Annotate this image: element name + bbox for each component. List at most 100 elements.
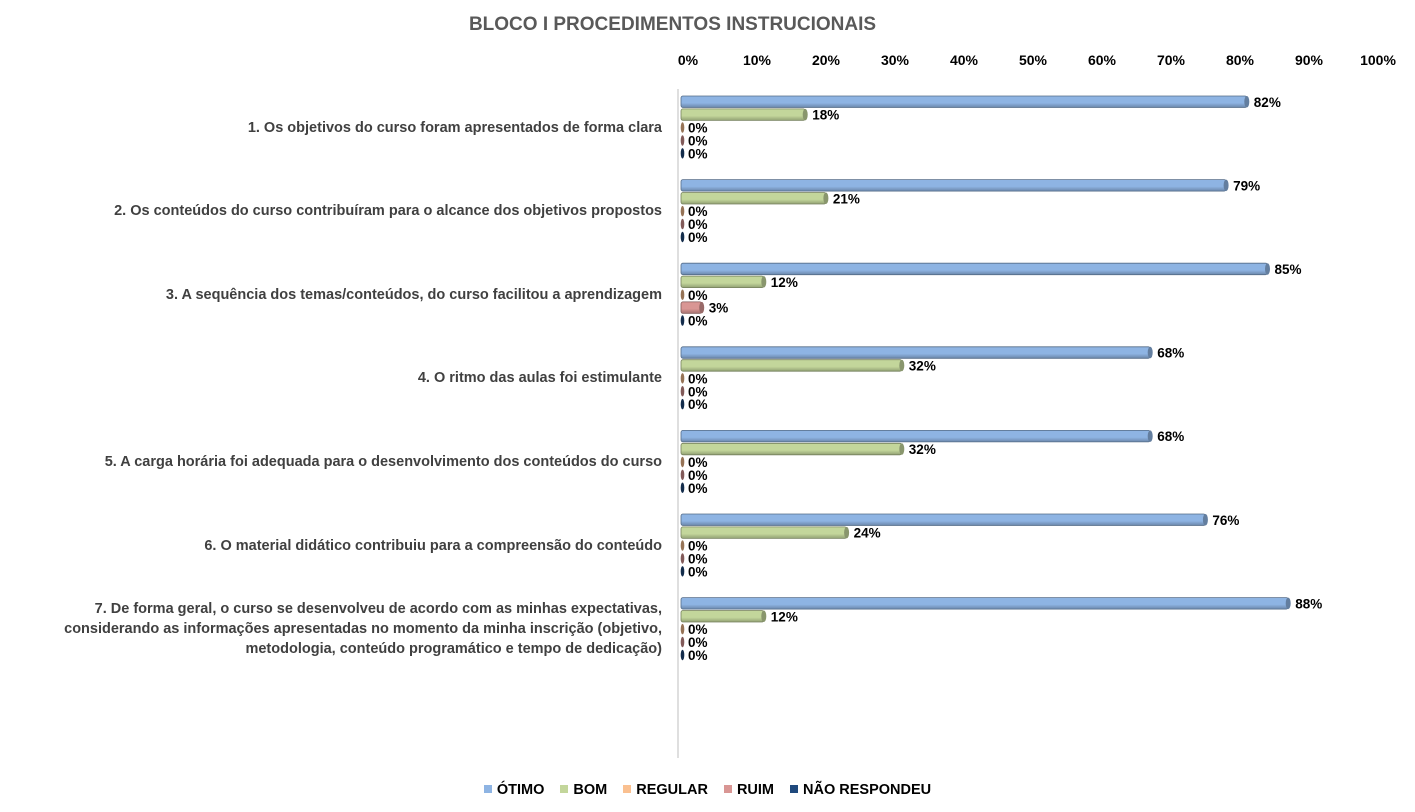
- bar-regular: [680, 205, 685, 217]
- data-label: 76%: [1212, 513, 1239, 528]
- bar-bom: [680, 610, 767, 623]
- category-label: 1. Os objetivos do curso foram apresenta…: [247, 119, 662, 136]
- data-label: 82%: [1254, 95, 1281, 110]
- chart-title: BLOCO I PROCEDIMENTOS INSTRUCIONAIS: [468, 14, 877, 35]
- bar--timo: [680, 262, 1270, 276]
- bar-n-o-respondeu: [680, 148, 685, 159]
- bar-n-o-respondeu: [680, 315, 685, 326]
- data-label: 32%: [909, 442, 936, 457]
- bar-bom: [680, 359, 905, 372]
- bar-bom: [680, 192, 829, 205]
- data-label: 0%: [688, 217, 708, 232]
- bar-bom: [680, 275, 767, 289]
- data-label: 32%: [909, 358, 936, 373]
- x-tick-label: 20%: [811, 52, 841, 68]
- category-label: 3. A sequência dos temas/conteúdos, do c…: [165, 286, 662, 303]
- bar--timo: [680, 597, 1291, 610]
- data-label: 21%: [833, 191, 860, 206]
- data-label: 0%: [688, 455, 708, 470]
- x-tick-label: 100%: [1360, 52, 1396, 68]
- x-axis-ticks: 0% 10% 20% 30% 40% 50% 60% 70% 80% 90% 100%: [0, 52, 1415, 74]
- data-label: 0%: [688, 551, 708, 566]
- bar-regular: [680, 456, 685, 468]
- bar-n-o-respondeu: [680, 482, 685, 493]
- data-label: 0%: [688, 397, 708, 412]
- category-label: 7. De forma geral, o curso se desenvolve…: [64, 601, 662, 658]
- x-tick-label: 90%: [1294, 52, 1324, 68]
- bar-regular: [680, 540, 685, 551]
- bar-n-o-respondeu: [680, 398, 685, 410]
- data-label: 0%: [688, 648, 708, 663]
- data-label: 0%: [688, 204, 708, 219]
- data-label: 0%: [688, 481, 708, 496]
- legend-item: NÃO RESPONDEU: [790, 782, 931, 798]
- category-label: 5. A carga horária foi adequada para o d…: [104, 453, 662, 470]
- legend-swatch: [483, 785, 492, 793]
- data-label: 88%: [1295, 596, 1322, 611]
- legend-label: RUIM: [736, 782, 775, 798]
- legend-label: ÓTIMO: [496, 782, 545, 798]
- bar-ruim: [680, 553, 685, 564]
- data-label: 12%: [771, 275, 798, 290]
- bar-regular: [680, 373, 685, 384]
- legend-label: REGULAR: [636, 782, 708, 798]
- data-label: 0%: [688, 468, 708, 483]
- bar-regular: [680, 289, 685, 300]
- legend-swatch: [790, 785, 799, 793]
- bar-ruim: [680, 386, 685, 397]
- category-label: 4. O ritmo das aulas foi estimulante: [417, 370, 662, 387]
- x-tick-label: 0%: [677, 52, 699, 68]
- legend-item: BOM: [560, 782, 607, 798]
- data-label: 0%: [688, 371, 708, 386]
- data-label: 0%: [688, 133, 708, 148]
- x-tick-label: 30%: [880, 52, 910, 68]
- bar--timo: [680, 95, 1250, 108]
- legend-label: NÃO RESPONDEU: [803, 782, 932, 798]
- data-label: 0%: [688, 288, 708, 303]
- bar-bom: [680, 526, 850, 539]
- legend-item: REGULAR: [623, 782, 708, 798]
- legend-swatch: [623, 785, 632, 793]
- bar-regular: [680, 623, 685, 635]
- legend-item: ÓTIMO: [483, 782, 545, 798]
- bar-n-o-respondeu: [680, 566, 685, 577]
- data-label: 79%: [1233, 178, 1260, 193]
- data-label: 3%: [709, 301, 729, 316]
- data-label: 0%: [688, 146, 708, 161]
- x-tick-label: 10%: [742, 52, 772, 68]
- data-label: 0%: [688, 314, 708, 329]
- bar-regular: [680, 122, 685, 133]
- data-label: 0%: [688, 635, 708, 650]
- category-label: 6. O material didático contribuiu para a…: [204, 537, 662, 554]
- x-tick-label: 80%: [1225, 52, 1255, 68]
- data-label: 0%: [688, 622, 708, 637]
- bar--timo: [680, 346, 1153, 359]
- data-label: 85%: [1275, 262, 1302, 277]
- bar-n-o-respondeu: [680, 231, 685, 243]
- data-label: 0%: [688, 230, 708, 245]
- category-labels: 1. Os objetivos do curso foram apresenta…: [0, 0, 670, 812]
- bar--timo: [680, 179, 1229, 192]
- data-label: 0%: [688, 121, 708, 136]
- legend-item: RUIM: [723, 782, 775, 798]
- bar-ruim: [680, 218, 685, 230]
- bar-ruim: [680, 135, 685, 146]
- data-label: 18%: [812, 108, 839, 123]
- bar--timo: [680, 429, 1153, 443]
- data-label: 24%: [854, 526, 881, 541]
- data-label: 12%: [771, 609, 798, 624]
- data-label: 68%: [1157, 346, 1184, 361]
- bar-ruim: [680, 469, 685, 481]
- legend-swatch: [560, 785, 569, 793]
- bar-ruim: [680, 301, 705, 314]
- bar-bom: [680, 108, 808, 121]
- data-label: 68%: [1157, 429, 1184, 444]
- data-label: 0%: [688, 539, 708, 554]
- x-tick-label: 40%: [949, 52, 979, 68]
- data-label: 0%: [688, 384, 708, 399]
- category-label: 2. Os conteúdos do curso contribuíram pa…: [114, 203, 662, 220]
- x-tick-label: 60%: [1087, 52, 1117, 68]
- bar--timo: [680, 513, 1208, 526]
- x-tick-label: 70%: [1156, 52, 1186, 68]
